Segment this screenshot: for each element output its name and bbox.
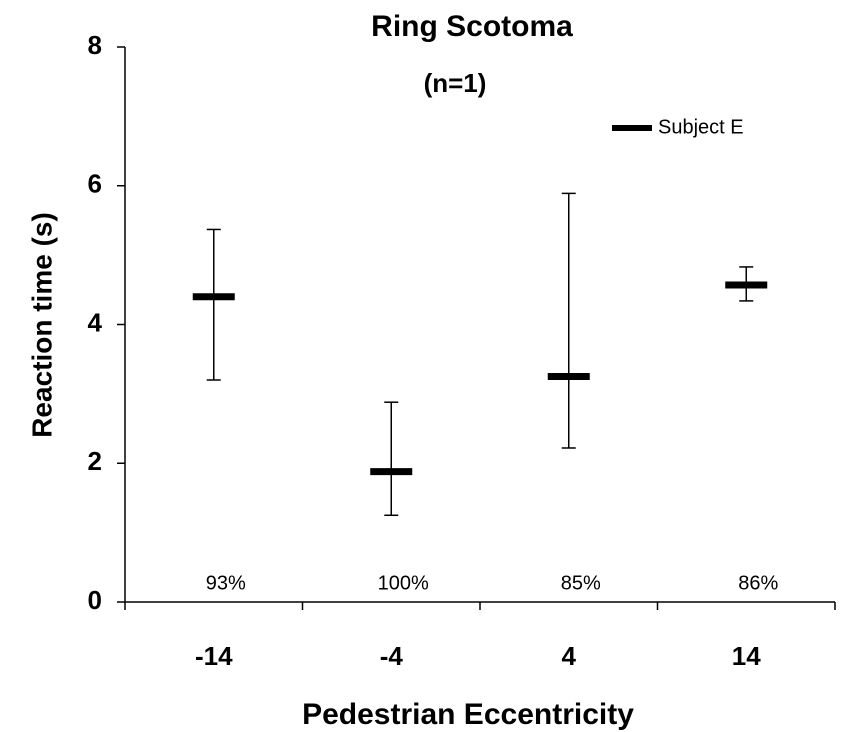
y-tick-label: 6 bbox=[88, 169, 102, 199]
x-tick-label: 14 bbox=[732, 641, 761, 671]
annotation: 93% bbox=[206, 572, 246, 594]
y-tick-label: 0 bbox=[88, 585, 102, 615]
y-tick-label: 4 bbox=[88, 307, 103, 337]
x-tick-label: 4 bbox=[562, 641, 577, 671]
y-tick-label: 8 bbox=[88, 30, 102, 60]
y-tick-label: 2 bbox=[88, 446, 102, 476]
y-axis-title: Reaction time (s) bbox=[26, 212, 57, 438]
chart-title: Ring Scotoma bbox=[371, 10, 573, 43]
annotation: 86% bbox=[738, 572, 778, 594]
annotation: 100% bbox=[378, 572, 429, 594]
chart-subtitle: (n=1) bbox=[424, 68, 487, 98]
x-tick-label: -4 bbox=[380, 641, 404, 671]
annotation: 85% bbox=[561, 572, 601, 594]
legend-label: Subject E bbox=[658, 116, 744, 138]
x-tick-label: -14 bbox=[195, 641, 233, 671]
x-axis-title: Pedestrian Eccentricity bbox=[302, 698, 634, 731]
